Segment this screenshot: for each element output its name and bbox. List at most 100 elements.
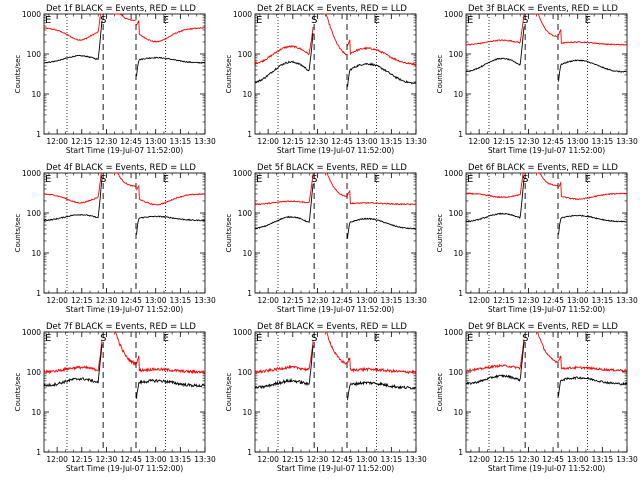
- marker-label: E: [467, 333, 473, 344]
- series-events-line: [465, 178, 627, 235]
- x-tick-label: 13:30: [194, 455, 216, 464]
- marker-label: E: [256, 174, 262, 185]
- marker-label: E: [585, 333, 591, 344]
- x-tick-label: 13:00: [356, 137, 378, 146]
- y-tick-label: 10: [453, 408, 463, 417]
- x-tick-label: 13:15: [170, 455, 192, 464]
- x-tick-label: 13:00: [567, 296, 589, 305]
- panel-title: Det 3f BLACK = Events, RED = LLD: [468, 4, 618, 14]
- y-tick-label: 100: [238, 50, 253, 59]
- x-tick-label: 12:00: [468, 455, 490, 464]
- y-axis-label: Counts/sec: [436, 373, 444, 412]
- series-events-line: [254, 183, 417, 239]
- y-tick-label: 100: [449, 209, 464, 218]
- x-tick-label: 12:15: [493, 137, 515, 146]
- chart-panel-1: Det 1f BLACK = Events, RED = LLD 1 10 100 10…: [14, 4, 216, 155]
- y-tick-label: 1000: [233, 10, 252, 19]
- y-tick-label: 1000: [22, 10, 41, 19]
- x-tick-label: 13:30: [405, 137, 427, 146]
- x-tick-label: 12:15: [282, 137, 304, 146]
- y-tick-label: 1000: [22, 328, 41, 337]
- series-lld-line: [43, 13, 206, 43]
- series-events-line: [465, 26, 627, 82]
- y-tick-label: 10: [31, 408, 41, 417]
- x-tick-label: 12:00: [468, 296, 490, 305]
- x-axis-label: Start Time (19-Jul-07 11:52:00): [277, 305, 394, 314]
- chart-panel-8: Det 8f BLACK = Events, RED = LLD 1 10 100 10…: [225, 322, 427, 473]
- x-tick-label: 13:15: [170, 137, 192, 146]
- y-axis-label: Counts/sec: [14, 373, 22, 412]
- panel-title: Det 2f BLACK = Events, RED = LLD: [257, 4, 407, 14]
- x-tick-label: 12:30: [518, 455, 540, 464]
- y-tick-label: 1: [36, 130, 41, 139]
- panel-title: Det 8f BLACK = Events, RED = LLD: [257, 322, 407, 332]
- x-axis-label: Start Time (19-Jul-07 11:52:00): [488, 146, 605, 155]
- marker-label: E: [45, 174, 51, 185]
- marker-label: E: [585, 174, 591, 185]
- x-tick-label: 13:15: [592, 137, 614, 146]
- series-lld-line: [43, 331, 206, 375]
- y-tick-label: 100: [27, 209, 42, 218]
- marker-label: S: [522, 15, 528, 26]
- y-axis-label: Counts/sec: [14, 55, 22, 94]
- marker-label: E: [374, 15, 380, 26]
- chart-panel-4: Det 4f BLACK = Events, RED = LLD 1 10 100 10…: [14, 163, 216, 314]
- y-tick-label: 100: [449, 368, 464, 377]
- x-tick-label: 13:00: [145, 296, 167, 305]
- y-tick-label: 1000: [22, 169, 41, 178]
- x-tick-label: 12:45: [542, 137, 564, 146]
- x-axis-label: Start Time (19-Jul-07 11:52:00): [277, 146, 394, 155]
- y-tick-label: 1000: [233, 169, 252, 178]
- x-tick-label: 12:30: [307, 296, 329, 305]
- plot-frame: [43, 331, 206, 453]
- y-tick-label: 1000: [444, 328, 463, 337]
- x-tick-label: 12:45: [120, 296, 142, 305]
- x-tick-label: 12:45: [120, 455, 142, 464]
- y-tick-label: 1: [458, 289, 463, 298]
- x-tick-label: 12:00: [46, 455, 68, 464]
- plot-frame: [43, 172, 206, 294]
- panel-title: Det 1f BLACK = Events, RED = LLD: [46, 4, 196, 14]
- x-tick-label: 12:15: [71, 137, 93, 146]
- marker-label: E: [163, 174, 169, 185]
- y-tick-label: 1: [247, 289, 252, 298]
- y-tick-label: 100: [27, 50, 42, 59]
- x-tick-label: 12:30: [307, 455, 329, 464]
- series-events-line: [43, 344, 206, 399]
- y-tick-label: 10: [242, 90, 252, 99]
- x-tick-label: 13:30: [616, 455, 638, 464]
- marker-label: E: [45, 333, 51, 344]
- x-axis-label: Start Time (19-Jul-07 11:52:00): [66, 464, 183, 473]
- x-axis-label: Start Time (19-Jul-07 11:52:00): [488, 305, 605, 314]
- x-tick-label: 13:00: [567, 137, 589, 146]
- x-tick-label: 12:30: [96, 296, 118, 305]
- plot-frame: [254, 172, 417, 294]
- y-axis-label: Counts/sec: [14, 214, 22, 253]
- panel-title: Det 7f BLACK = Events, RED = LLD: [46, 322, 196, 332]
- x-tick-label: 12:30: [518, 296, 540, 305]
- x-tick-label: 13:30: [405, 455, 427, 464]
- chart-panel-6: Det 6f BLACK = Events, RED = LLD 1 10 100 10…: [436, 163, 638, 314]
- y-axis-label: Counts/sec: [225, 373, 233, 412]
- y-tick-label: 1000: [444, 10, 463, 19]
- chart-panel-9: Det 9f BLACK = Events, RED = LLD 1 10 100 10…: [436, 322, 638, 473]
- y-tick-label: 10: [242, 408, 252, 417]
- marker-label: E: [467, 15, 473, 26]
- x-tick-label: 12:00: [46, 296, 68, 305]
- x-tick-label: 13:00: [145, 455, 167, 464]
- y-axis-label: Counts/sec: [225, 55, 233, 94]
- x-tick-label: 13:15: [381, 296, 403, 305]
- series-lld-line: [465, 172, 628, 201]
- x-tick-label: 13:00: [567, 455, 589, 464]
- x-tick-label: 13:15: [381, 455, 403, 464]
- panel-title: Det 6f BLACK = Events, RED = LLD: [468, 163, 618, 173]
- plot-frame: [465, 331, 628, 453]
- series-events-line: [43, 177, 206, 235]
- marker-label: S: [100, 333, 106, 344]
- x-tick-label: 12:45: [331, 455, 353, 464]
- x-tick-label: 13:30: [616, 296, 638, 305]
- x-tick-label: 13:15: [170, 296, 192, 305]
- y-tick-label: 1: [36, 289, 41, 298]
- y-axis-label: Counts/sec: [436, 55, 444, 94]
